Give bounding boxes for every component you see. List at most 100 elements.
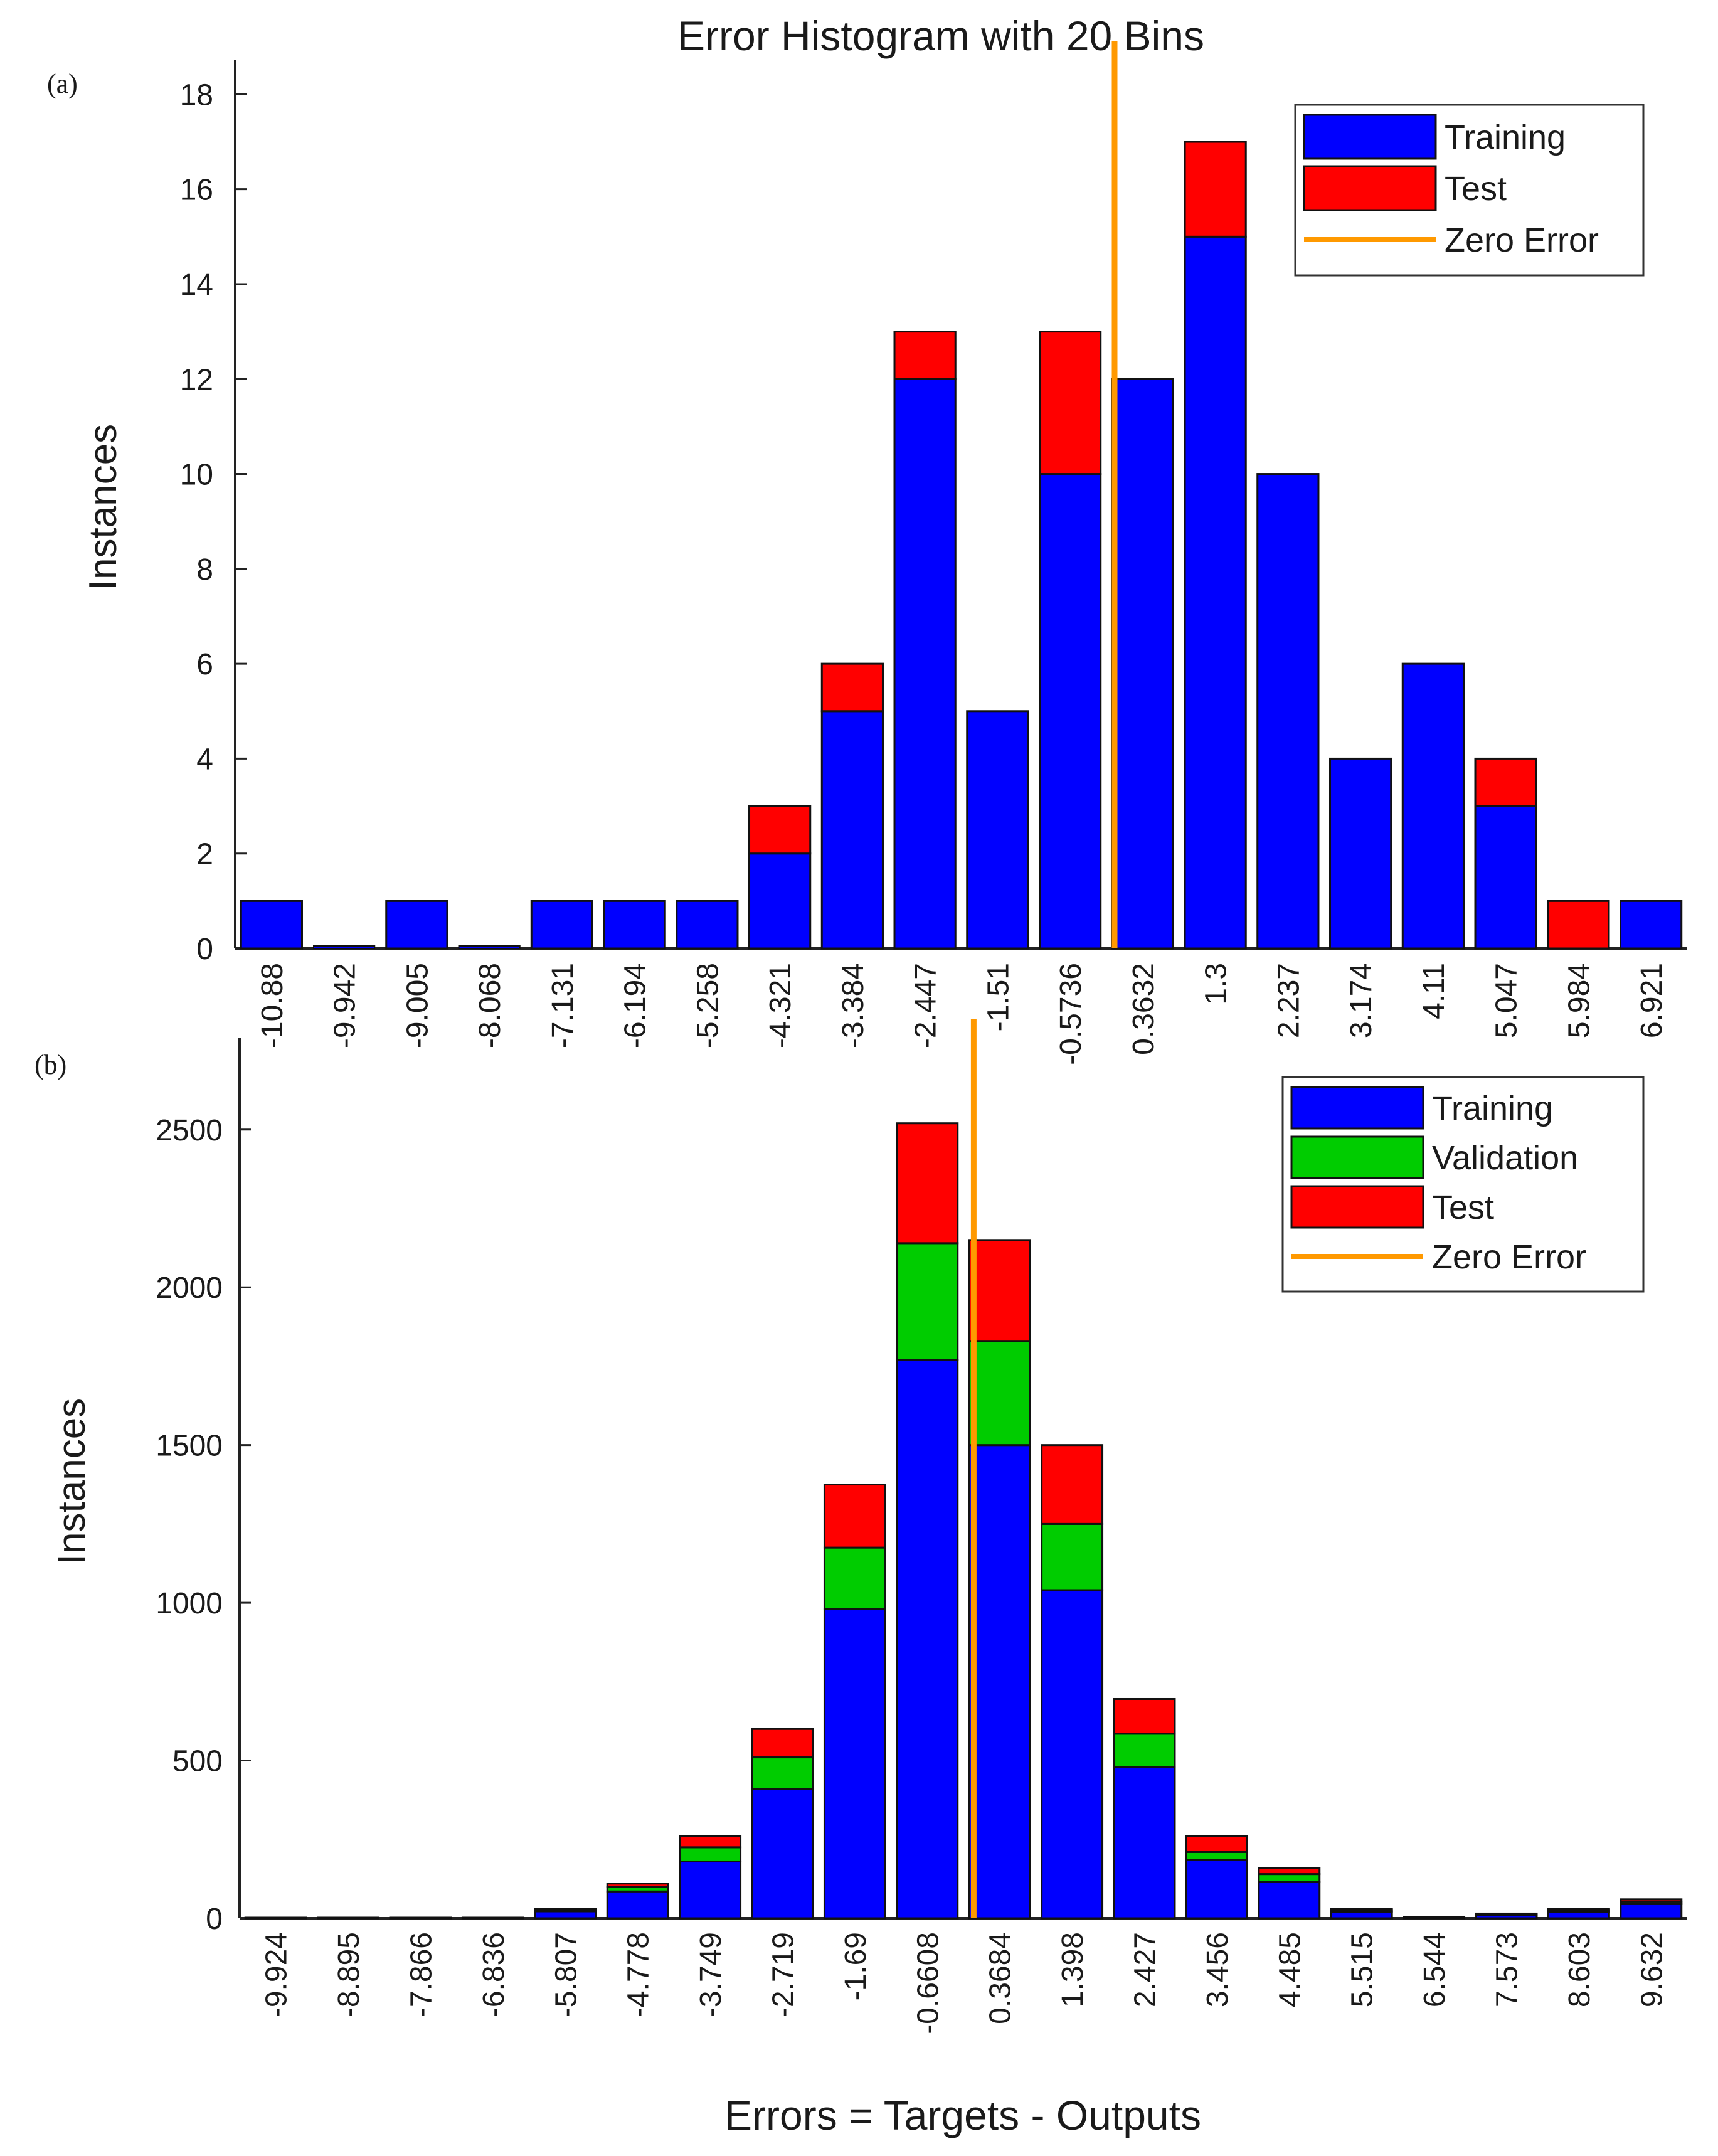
x-tick-label: -0.6608 <box>911 1932 945 2034</box>
x-tick-label: -10.88 <box>256 963 289 1048</box>
bar-training-8 <box>820 710 884 950</box>
x-tick-label: -4.321 <box>764 963 797 1048</box>
legend-label: Zero Error <box>1445 221 1599 259</box>
bar-test-18 <box>1547 1908 1610 1912</box>
x-tick-label: 4.485 <box>1273 1932 1307 2007</box>
y-tick-label: 12 <box>180 363 213 396</box>
bar-training-19 <box>1620 900 1683 950</box>
legend-label: Zero Error <box>1432 1238 1586 1276</box>
legend-swatch-validation <box>1290 1135 1424 1179</box>
bar-test-11 <box>1039 331 1102 475</box>
bar-training-0 <box>240 900 303 950</box>
y-tick-label: 16 <box>180 174 213 207</box>
legend-label: Training <box>1445 119 1566 156</box>
y-tick-label: 2000 <box>156 1272 223 1305</box>
bar-test-18 <box>1547 900 1610 950</box>
bar-training-16 <box>1401 662 1465 950</box>
x-tick-label: -3.749 <box>694 1932 728 2017</box>
bar-training-14 <box>1256 473 1320 950</box>
bar-training-7 <box>748 852 812 950</box>
bar-training-13 <box>1184 235 1247 950</box>
bar-validation-11 <box>1041 1522 1104 1591</box>
bar-training-18 <box>1547 1911 1610 1920</box>
bar-training-14 <box>1258 1881 1321 1920</box>
x-tick-label: 6.921 <box>1635 963 1668 1038</box>
bar-test-17 <box>1475 1912 1538 1916</box>
x-tick-label: -5.258 <box>691 963 724 1048</box>
x-tick-label: -2.447 <box>909 963 943 1048</box>
histogram-panel-b: (b) 0 500 1000 1500 2000 2500 Instances -9.924 -8… <box>34 1019 1687 2138</box>
legend-label: Training <box>1432 1090 1553 1127</box>
bar-test-4 <box>534 1908 597 1911</box>
x-tick-label: -8.068 <box>474 963 507 1048</box>
x-tick-label: -3.384 <box>837 963 870 1048</box>
y-tick-label: 1500 <box>156 1430 223 1463</box>
bar-test-15 <box>1330 1908 1393 1912</box>
bar-training-2 <box>385 900 448 950</box>
bar-test-6 <box>679 1835 742 1849</box>
bar-training-9 <box>896 1359 959 1920</box>
bar-validation-10 <box>968 1340 1031 1447</box>
bar-training-13 <box>1185 1859 1248 1920</box>
bar-test-9 <box>893 331 957 380</box>
x-tick-label: -8.895 <box>332 1932 366 2017</box>
y-tick-label: 0 <box>206 1903 223 1936</box>
bar-test-8 <box>820 662 884 713</box>
y-tick-label: 500 <box>172 1745 223 1778</box>
x-tick-label: 3.456 <box>1201 1932 1234 2007</box>
bar-test-8 <box>823 1484 886 1549</box>
bar-training-10 <box>966 710 1029 950</box>
y-axis-label: Instances <box>82 424 125 590</box>
bar-test-13 <box>1184 141 1247 238</box>
bar-validation-14 <box>1258 1873 1321 1883</box>
y-tick-label: 4 <box>196 743 213 776</box>
x-tick-label: -6.836 <box>477 1932 511 2017</box>
x-tick-label: 3.174 <box>1345 963 1378 1038</box>
bar-training-11 <box>1041 1589 1104 1920</box>
legend-label: Validation <box>1432 1139 1578 1177</box>
x-tick-label: -1.51 <box>982 963 1015 1031</box>
y-tick-label: 10 <box>180 459 213 492</box>
x-tick-label: 0.3632 <box>1127 963 1160 1055</box>
bar-training-16 <box>1403 1916 1466 1920</box>
bar-validation-9 <box>896 1242 959 1361</box>
bar-validation-13 <box>1185 1851 1248 1861</box>
bar-validation-7 <box>751 1756 814 1790</box>
bar-test-7 <box>748 805 812 855</box>
bar-training-10 <box>968 1444 1031 1920</box>
x-tick-label: -9.005 <box>401 963 434 1048</box>
bar-training-4 <box>534 1910 597 1920</box>
legend-label: Test <box>1432 1189 1494 1226</box>
panel-letter: (a) <box>47 68 78 99</box>
x-tick-label: 5.047 <box>1490 963 1524 1038</box>
legend-swatch-training <box>1290 1086 1424 1130</box>
bar-training-15 <box>1329 757 1392 950</box>
y-tick-label: 6 <box>196 648 213 681</box>
legend-label: Test <box>1445 170 1507 208</box>
legend-swatch-test <box>1303 165 1437 211</box>
y-tick-label: 0 <box>196 933 213 966</box>
bar-training-19 <box>1620 1903 1683 1920</box>
x-tick-label: 1.398 <box>1056 1932 1090 2007</box>
bar-test-5 <box>606 1883 669 1888</box>
y-tick-label: 1000 <box>156 1587 223 1620</box>
bar-training-11 <box>1039 473 1102 950</box>
bar-training-12 <box>1113 1766 1176 1920</box>
bar-training-4 <box>530 900 593 950</box>
x-tick-label: 8.603 <box>1563 1932 1596 2007</box>
bar-test-7 <box>751 1728 814 1759</box>
x-axis-label: Errors = Targets - Outputs <box>724 2092 1201 2138</box>
bar-test-14 <box>1258 1867 1321 1876</box>
x-tick-label: -7.866 <box>405 1932 438 2017</box>
bar-training-6 <box>679 1860 742 1920</box>
histogram-panel-a: (a) Error Histogram with 20 Bins 0 2 4 6 8 10 12… <box>47 13 1687 1065</box>
bar-training-9 <box>893 378 957 950</box>
bar-training-17 <box>1474 805 1537 950</box>
x-tick-label: -5.807 <box>549 1932 583 2017</box>
bar-test-13 <box>1185 1835 1248 1853</box>
y-tick-label: 8 <box>196 553 213 587</box>
bar-training-15 <box>1330 1911 1393 1920</box>
bar-test-11 <box>1041 1444 1104 1525</box>
y-tick-label: 2500 <box>156 1114 223 1147</box>
